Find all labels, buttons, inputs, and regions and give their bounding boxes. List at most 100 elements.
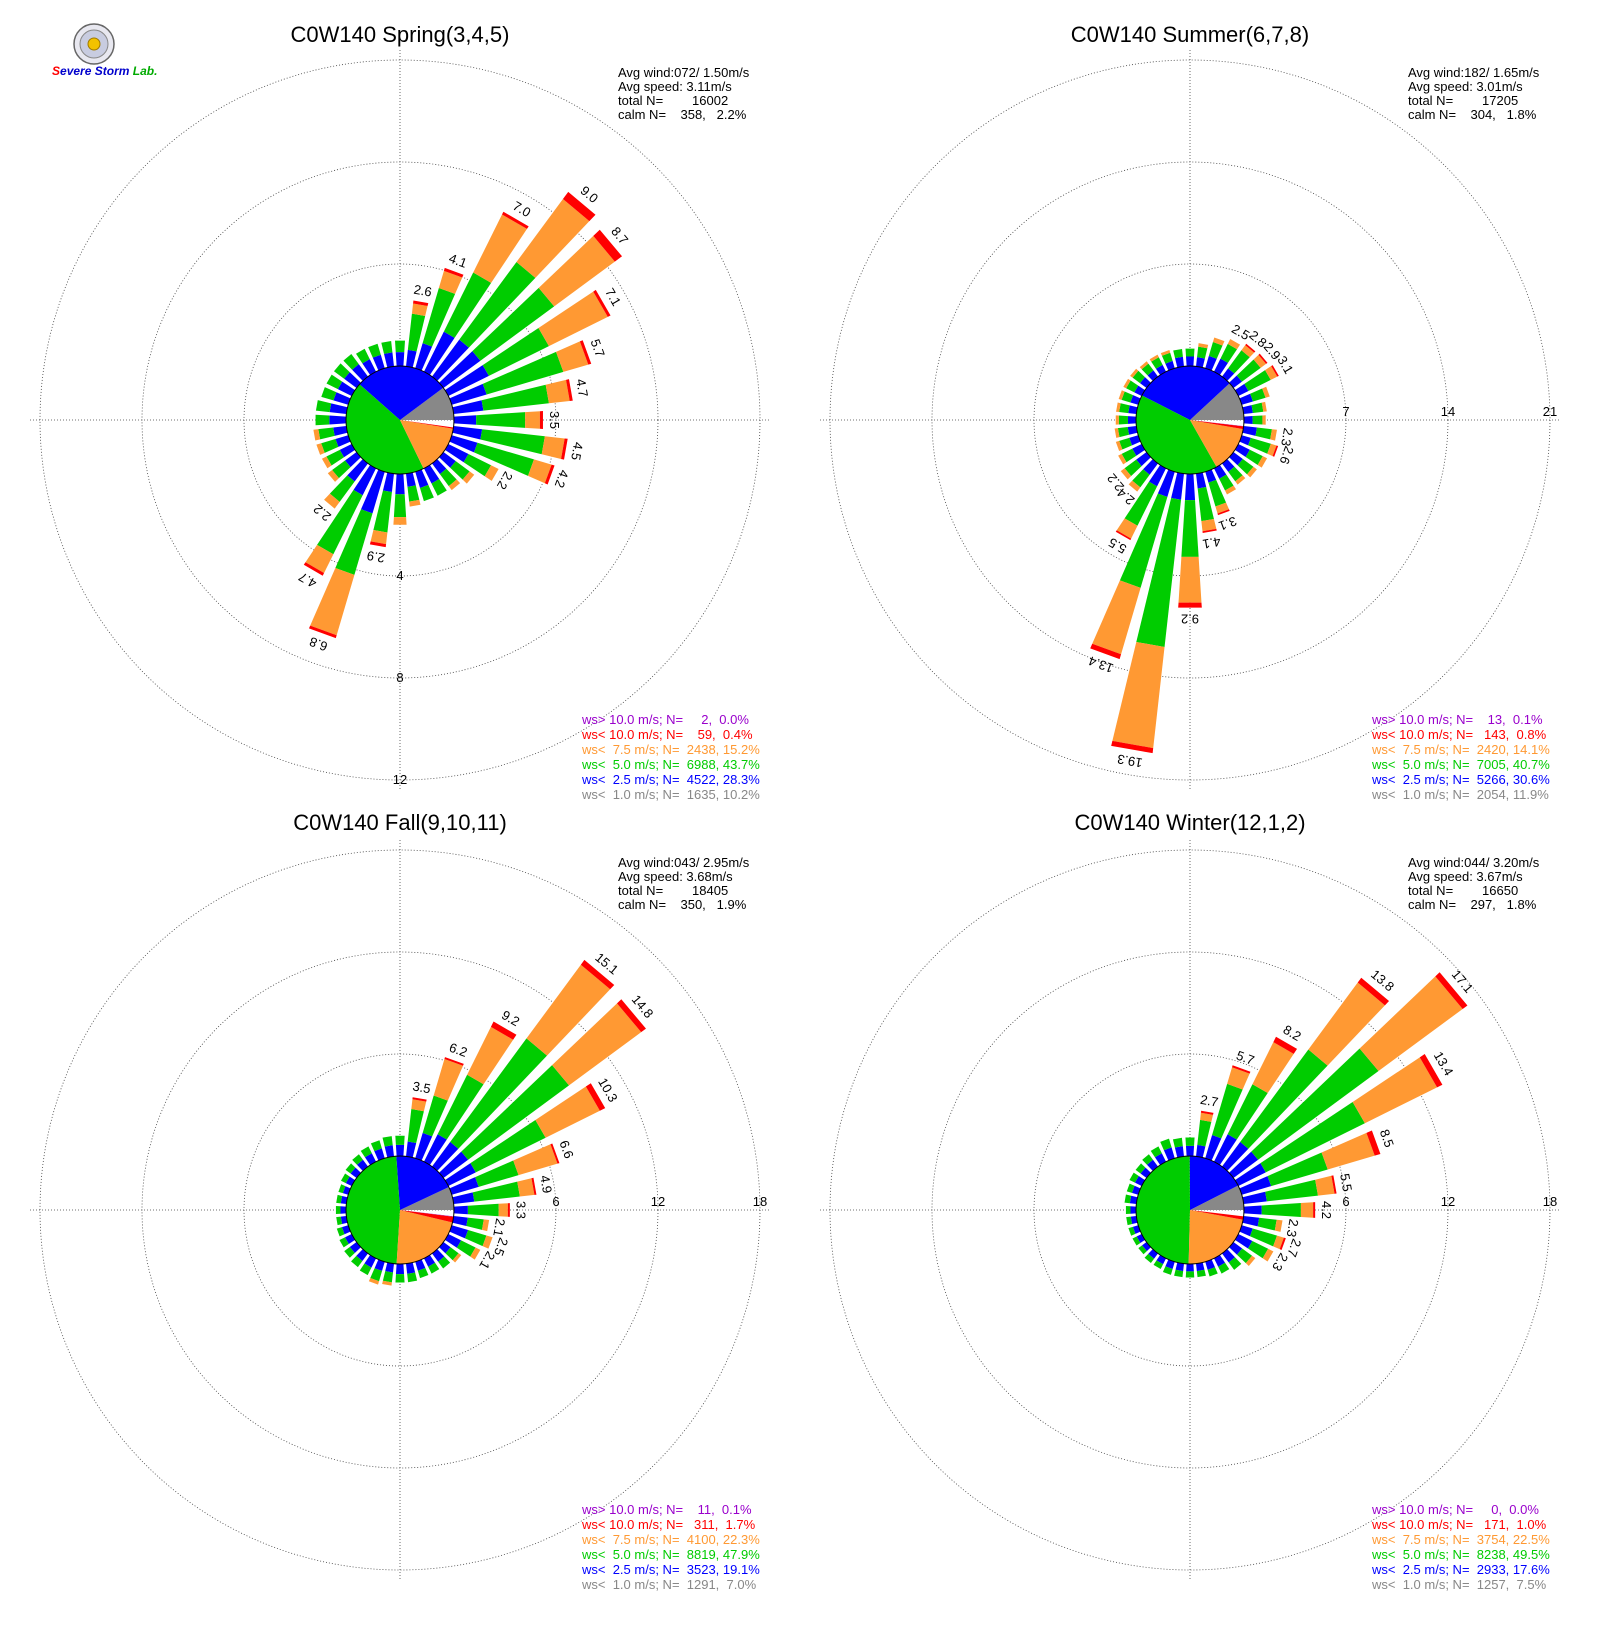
sector-band-lt5: [1162, 1266, 1173, 1275]
ring-label: 4: [396, 568, 403, 583]
wind-rose-panel-3: 6 12 183.56.29.215.114.810.36.64.93.32.12.…: [30, 840, 770, 1580]
sector-band-lt5: [315, 400, 332, 413]
sector-band-lt75: [1116, 402, 1121, 413]
sector-band-lt5: [1240, 1049, 1328, 1149]
legend-entry-lt1: ws< 1.0 m/s; N= 1257, 7.5%: [1372, 1577, 1547, 1592]
sector-band-lt25: [1129, 435, 1141, 446]
sector-band-lt10: [1258, 353, 1268, 364]
sector-bar-320: [343, 353, 368, 381]
sector-bar-80: [452, 379, 573, 414]
sector-bar-140: [1222, 1249, 1242, 1270]
sector-band-lt25: [1127, 416, 1137, 424]
sector-band-lt5: [1252, 415, 1263, 425]
sector-band-lt75: [1352, 1057, 1438, 1124]
sector-band-lt5: [344, 1247, 355, 1258]
legend: ws> 10.0 m/s; N= 0, 0.0% ws< 10.0 m/s; N=…: [1372, 1502, 1550, 1592]
sector-band-lt5: [1181, 500, 1199, 557]
sector-band-lt25: [452, 400, 484, 414]
sector-bar-270: [335, 1205, 347, 1215]
sector-band-lt5: [476, 412, 526, 428]
sector-band-lt25: [1234, 1163, 1266, 1186]
sector-band-lt10: [507, 1203, 510, 1217]
sector-bar-30: [424, 1021, 517, 1166]
sector-band-lt75: [484, 465, 499, 481]
sector-value-label: 2.1: [490, 1217, 508, 1237]
sector-bar-350: [1172, 1137, 1184, 1158]
sector-band-lt75: [1300, 1202, 1314, 1218]
sector-band-lt25: [1175, 356, 1184, 368]
pie-slice-gt10: [1190, 420, 1244, 427]
sector-band-lt75: [482, 1235, 493, 1249]
sector-band-lt75: [1116, 518, 1138, 539]
sector-band-lt10: [1419, 1054, 1443, 1088]
sector-bar-110: [1239, 1225, 1286, 1250]
sector-band-lt5: [370, 1140, 382, 1152]
sector-band-lt75: [481, 1219, 490, 1232]
sector-bar-100: [1242, 426, 1277, 441]
sector-band-lt25: [1214, 464, 1227, 479]
sector-value-label: 2.7: [1284, 1237, 1304, 1259]
sector-band-lt5: [368, 343, 381, 358]
sector-band-lt10: [1313, 1202, 1316, 1218]
sector-band-lt5: [422, 1095, 448, 1137]
sector-band-lt10: [1273, 1036, 1298, 1054]
sector-band-lt25: [453, 415, 477, 425]
sector-band-lt10: [369, 541, 387, 548]
sector-band-lt5: [395, 1274, 405, 1283]
sector-band-lt5: [1185, 1137, 1195, 1146]
legend-entry-lt5: ws< 5.0 m/s; N= 8819, 47.9%: [582, 1547, 760, 1562]
pie-slice-lt1: [1190, 1185, 1244, 1210]
sector-bar-10: [1196, 1110, 1214, 1158]
panel-title: C0W140 Fall(9,10,11): [293, 810, 507, 835]
sector-band-lt25: [406, 1141, 417, 1158]
sector-band-lt10: [1232, 1065, 1251, 1074]
sector-band-lt25: [1127, 426, 1138, 435]
sector-band-lt25: [449, 1225, 469, 1239]
sector-bar-170: [1196, 472, 1217, 534]
sector-bar-340: [1160, 350, 1175, 371]
sector-band-lt75: [316, 443, 325, 455]
legend: ws> 10.0 m/s; N= 13, 0.1% ws< 10.0 m/s; N…: [1372, 712, 1550, 802]
sector-bar-150: [1214, 1254, 1230, 1274]
sector-band-lt25: [424, 464, 440, 484]
sector-bar-230: [327, 452, 361, 482]
sector-band-lt5: [1126, 1183, 1135, 1193]
sector-band-lt75: [1092, 580, 1141, 655]
sector-band-lt5: [1142, 1154, 1153, 1165]
sector-band-lt25: [444, 444, 469, 463]
sector-band-lt5: [1251, 1048, 1379, 1160]
sector-bar-80: [452, 1177, 537, 1204]
sector-band-lt5: [1125, 1205, 1131, 1215]
pie-slice-lt25: [359, 366, 444, 420]
sector-bar-200: [1090, 469, 1175, 660]
sector-value-label: 6.2: [447, 1040, 469, 1060]
sector-band-lt75: [526, 964, 611, 1056]
sector-bar-340: [368, 343, 385, 371]
sector-value-label: 4.1: [1201, 534, 1221, 552]
sector-band-lt5: [482, 327, 549, 376]
sector-value-label: 4.7: [296, 569, 319, 591]
pie-slice-gt10: [400, 1210, 454, 1217]
sector-band-lt75: [1118, 390, 1125, 400]
sector-band-lt5: [1160, 1138, 1172, 1151]
legend-entry-gt10: ws> 10.0 m/s; N= 0, 0.0%: [1372, 1502, 1539, 1517]
sector-band-lt25: [333, 392, 351, 405]
sector-bar-110: [449, 1225, 493, 1249]
sector-band-lt75: [1149, 354, 1159, 362]
sector-band-lt75: [525, 411, 540, 429]
sector-band-lt5: [352, 1154, 363, 1165]
sector-bar-170: [1196, 1262, 1206, 1278]
sector-bar-330: [1150, 1146, 1166, 1166]
sector-band-lt25: [341, 1225, 351, 1235]
sector-bar-290: [321, 387, 351, 405]
sector-value-label: 2.2: [494, 469, 516, 492]
sector-band-lt5: [382, 1136, 393, 1147]
sector-band-lt25: [345, 452, 361, 468]
wind-rose-panel-4: 6 12 182.75.78.213.8 17.113.48.55.54.22.32.…: [820, 840, 1560, 1580]
stats-line: calm N= 304, 1.8%: [1408, 107, 1537, 122]
sector-bar-160: [1205, 1259, 1218, 1277]
sector-bar-0: [1185, 348, 1195, 367]
sector-value-label: 19.3: [1116, 751, 1144, 770]
sector-bar-160: [415, 469, 434, 502]
stats-line: calm N= 358, 2.2%: [618, 107, 747, 122]
